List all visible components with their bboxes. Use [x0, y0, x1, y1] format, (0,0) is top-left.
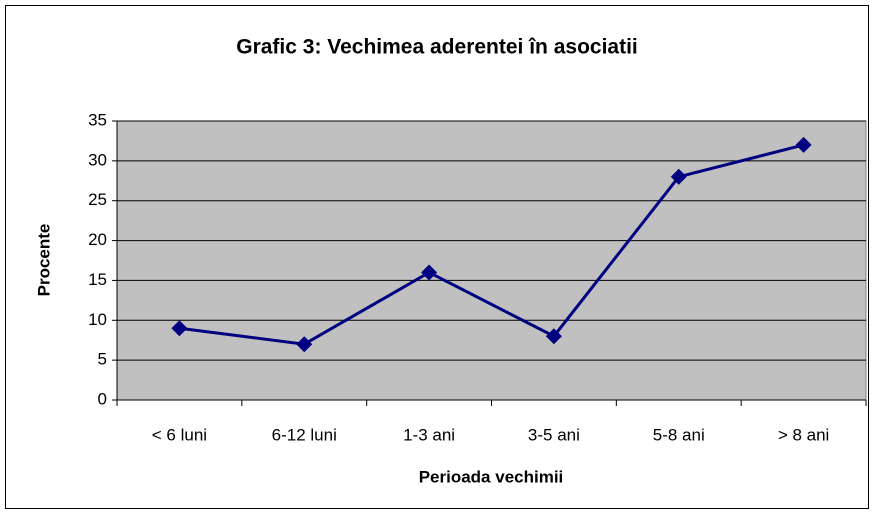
- marker: [296, 336, 313, 353]
- x-tick-label: 1-3 ani: [403, 425, 455, 444]
- chart-title: Grafic 3: Vechimea aderentei în asociati…: [236, 36, 638, 59]
- y-tick-label: 10: [88, 310, 107, 329]
- y-axis-label: Procente: [34, 224, 53, 297]
- x-axis-label: Perioada vechimii: [419, 467, 564, 486]
- y-tick-label: 30: [88, 150, 107, 169]
- x-tick-label: 5-8 ani: [653, 425, 705, 444]
- y-tick-label: 0: [98, 389, 107, 408]
- y-tick-label: 20: [88, 230, 107, 249]
- y-tick-label: 15: [88, 270, 107, 289]
- marker: [670, 168, 687, 185]
- line-series: [179, 143, 804, 346]
- x-tick-label: 6-12 luni: [272, 425, 337, 444]
- x-tick-label: > 8 ani: [778, 425, 830, 444]
- y-tick-label: 25: [88, 190, 107, 209]
- marker: [795, 136, 812, 153]
- x-tick-label: 3-5 ani: [528, 425, 580, 444]
- y-tick-label: 5: [98, 350, 107, 369]
- y-tick-label: 35: [88, 110, 107, 129]
- marker: [171, 320, 188, 337]
- plot-area: [116, 120, 867, 401]
- marker: [545, 328, 562, 345]
- marker: [421, 264, 438, 281]
- x-tick-label: < 6 luni: [152, 425, 207, 444]
